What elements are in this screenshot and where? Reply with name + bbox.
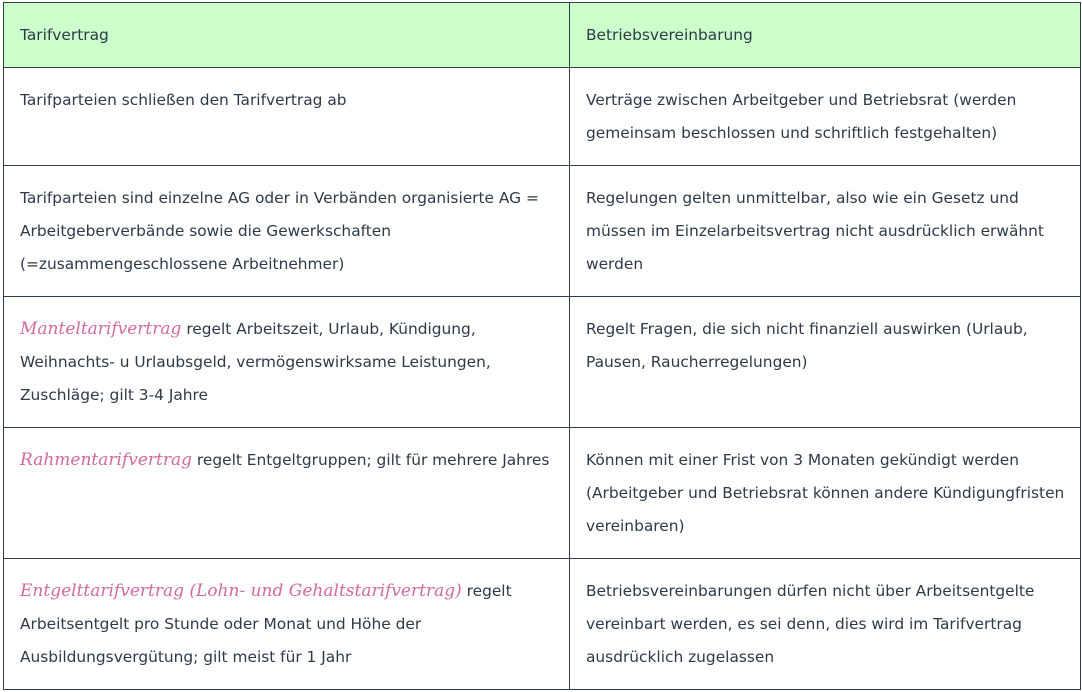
cell-text: regelt Entgeltgruppen; gilt für mehrere … <box>192 451 550 469</box>
cell-right: Regelt Fragen, die sich nicht finanziell… <box>569 296 1081 428</box>
table-row: Tarifparteien sind einzelne AG oder in V… <box>3 165 1081 297</box>
header-tarifvertrag: Tarifvertrag <box>3 2 570 68</box>
cell-text: regelt Arbeitsentgelt pro Stunde oder Mo… <box>20 582 512 666</box>
cell-right: Verträge zwischen Arbeitgeber und Betrie… <box>569 67 1081 166</box>
header-row: Tarifvertrag Betriebsvereinbarung <box>3 2 1081 68</box>
header-betriebsvereinbarung: Betriebsvereinbarung <box>569 2 1081 68</box>
cell-right: Betriebsvereinbarungen dürfen nicht über… <box>569 558 1081 690</box>
cell-left: Entgelttarifvertrag (Lohn- und Gehaltsta… <box>3 558 570 690</box>
emphasis-term: Rahmentarifvertrag <box>20 450 192 470</box>
emphasis-term: Manteltarifvertrag <box>20 319 182 339</box>
table-row: Entgelttarifvertrag (Lohn- und Gehaltsta… <box>3 558 1081 690</box>
table-row: Tarifparteien schließen den Tarifvertrag… <box>3 67 1081 166</box>
table-row: Manteltarifvertrag regelt Arbeitszeit, U… <box>3 296 1081 428</box>
cell-left: Rahmentarifvertrag regelt Entgeltgruppen… <box>3 427 570 559</box>
cell-right: Können mit einer Frist von 3 Monaten gek… <box>569 427 1081 559</box>
cell-left: Tarifparteien sind einzelne AG oder in V… <box>3 165 570 297</box>
cell-text: regelt Arbeitszeit, Urlaub, Kündigung, W… <box>20 320 491 404</box>
table-row: Rahmentarifvertrag regelt Entgeltgruppen… <box>3 427 1081 559</box>
cell-text: Tarifparteien sind einzelne AG oder in V… <box>20 189 539 273</box>
cell-right: Regelungen gelten unmittelbar, also wie … <box>569 165 1081 297</box>
cell-text: Tarifparteien schließen den Tarifvertrag… <box>20 91 347 109</box>
cell-left: Tarifparteien schließen den Tarifvertrag… <box>3 67 570 166</box>
cell-left: Manteltarifvertrag regelt Arbeitszeit, U… <box>3 296 570 428</box>
emphasis-term: Entgelttarifvertrag (Lohn- und Gehaltsta… <box>20 581 462 601</box>
comparison-table: Tarifvertrag Betriebsvereinbarung Tarifp… <box>3 2 1081 690</box>
